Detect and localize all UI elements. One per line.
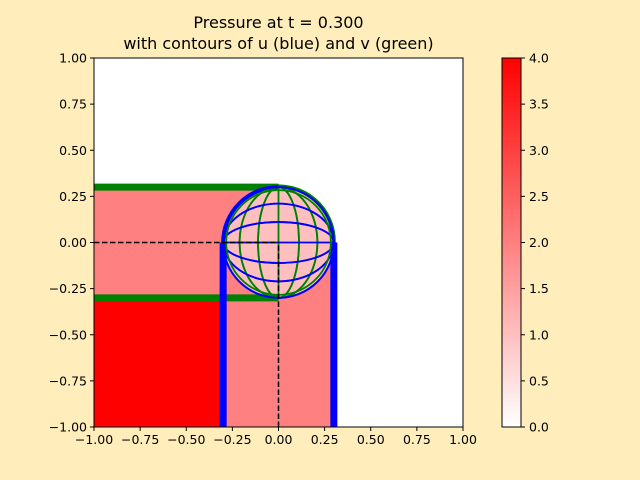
colorbar-tick-label: 0.0	[529, 420, 549, 435]
x-tick-label: 0.25	[311, 432, 339, 447]
chart-title-line2: with contours of u (blue) and v (green)	[123, 34, 433, 53]
colorbar-tick-label: 2.0	[529, 235, 549, 250]
y-axis: −1.00 −0.75 −0.50 −0.25 0.00 0.25 0.50 0.75 1.00	[49, 51, 94, 435]
colorbar-tick-label: 2.5	[529, 189, 549, 204]
x-tick-label: 0.75	[403, 432, 431, 447]
y-tick-label: 1.00	[59, 51, 87, 66]
y-tick-label: −0.75	[49, 373, 87, 388]
y-tick-label: −0.25	[49, 281, 87, 296]
colorbar	[501, 57, 522, 428]
plot-content	[94, 183, 338, 427]
x-tick-label: 1.00	[449, 432, 477, 447]
colorbar-tick-label: 0.5	[529, 373, 549, 388]
chart-title-line1: Pressure at t = 0.300	[193, 13, 363, 32]
y-tick-label: 0.00	[59, 235, 87, 250]
x-tick-label: −0.50	[167, 432, 205, 447]
colorbar-tick-label: 3.0	[529, 143, 549, 158]
colorbar-tick-label: 4.0	[529, 51, 549, 66]
x-axis: −1.00 −0.75 −0.50 −0.25 0.00 0.25 0.50 0.75 1.00	[75, 427, 477, 447]
y-tick-label: 0.25	[59, 189, 87, 204]
colorbar-tick-label: 3.5	[529, 97, 549, 112]
x-tick-label: 0.00	[265, 432, 293, 447]
high-pressure-region	[94, 297, 224, 427]
colorbar-tick-label: 1.5	[529, 281, 549, 296]
x-tick-label: −0.75	[121, 432, 159, 447]
y-tick-label: −1.00	[49, 420, 87, 435]
y-tick-label: 0.50	[59, 143, 87, 158]
y-tick-label: 0.75	[59, 97, 87, 112]
y-tick-label: −0.50	[49, 327, 87, 342]
colorbar-axis: 0.0 0.5 1.0 1.5 2.0 2.5 3.0 3.5 4.0	[521, 51, 549, 435]
colorbar-tick-label: 1.0	[529, 327, 549, 342]
x-tick-label: 0.50	[357, 432, 385, 447]
x-tick-label: −0.25	[213, 432, 251, 447]
x-tick-label: −1.00	[75, 432, 113, 447]
